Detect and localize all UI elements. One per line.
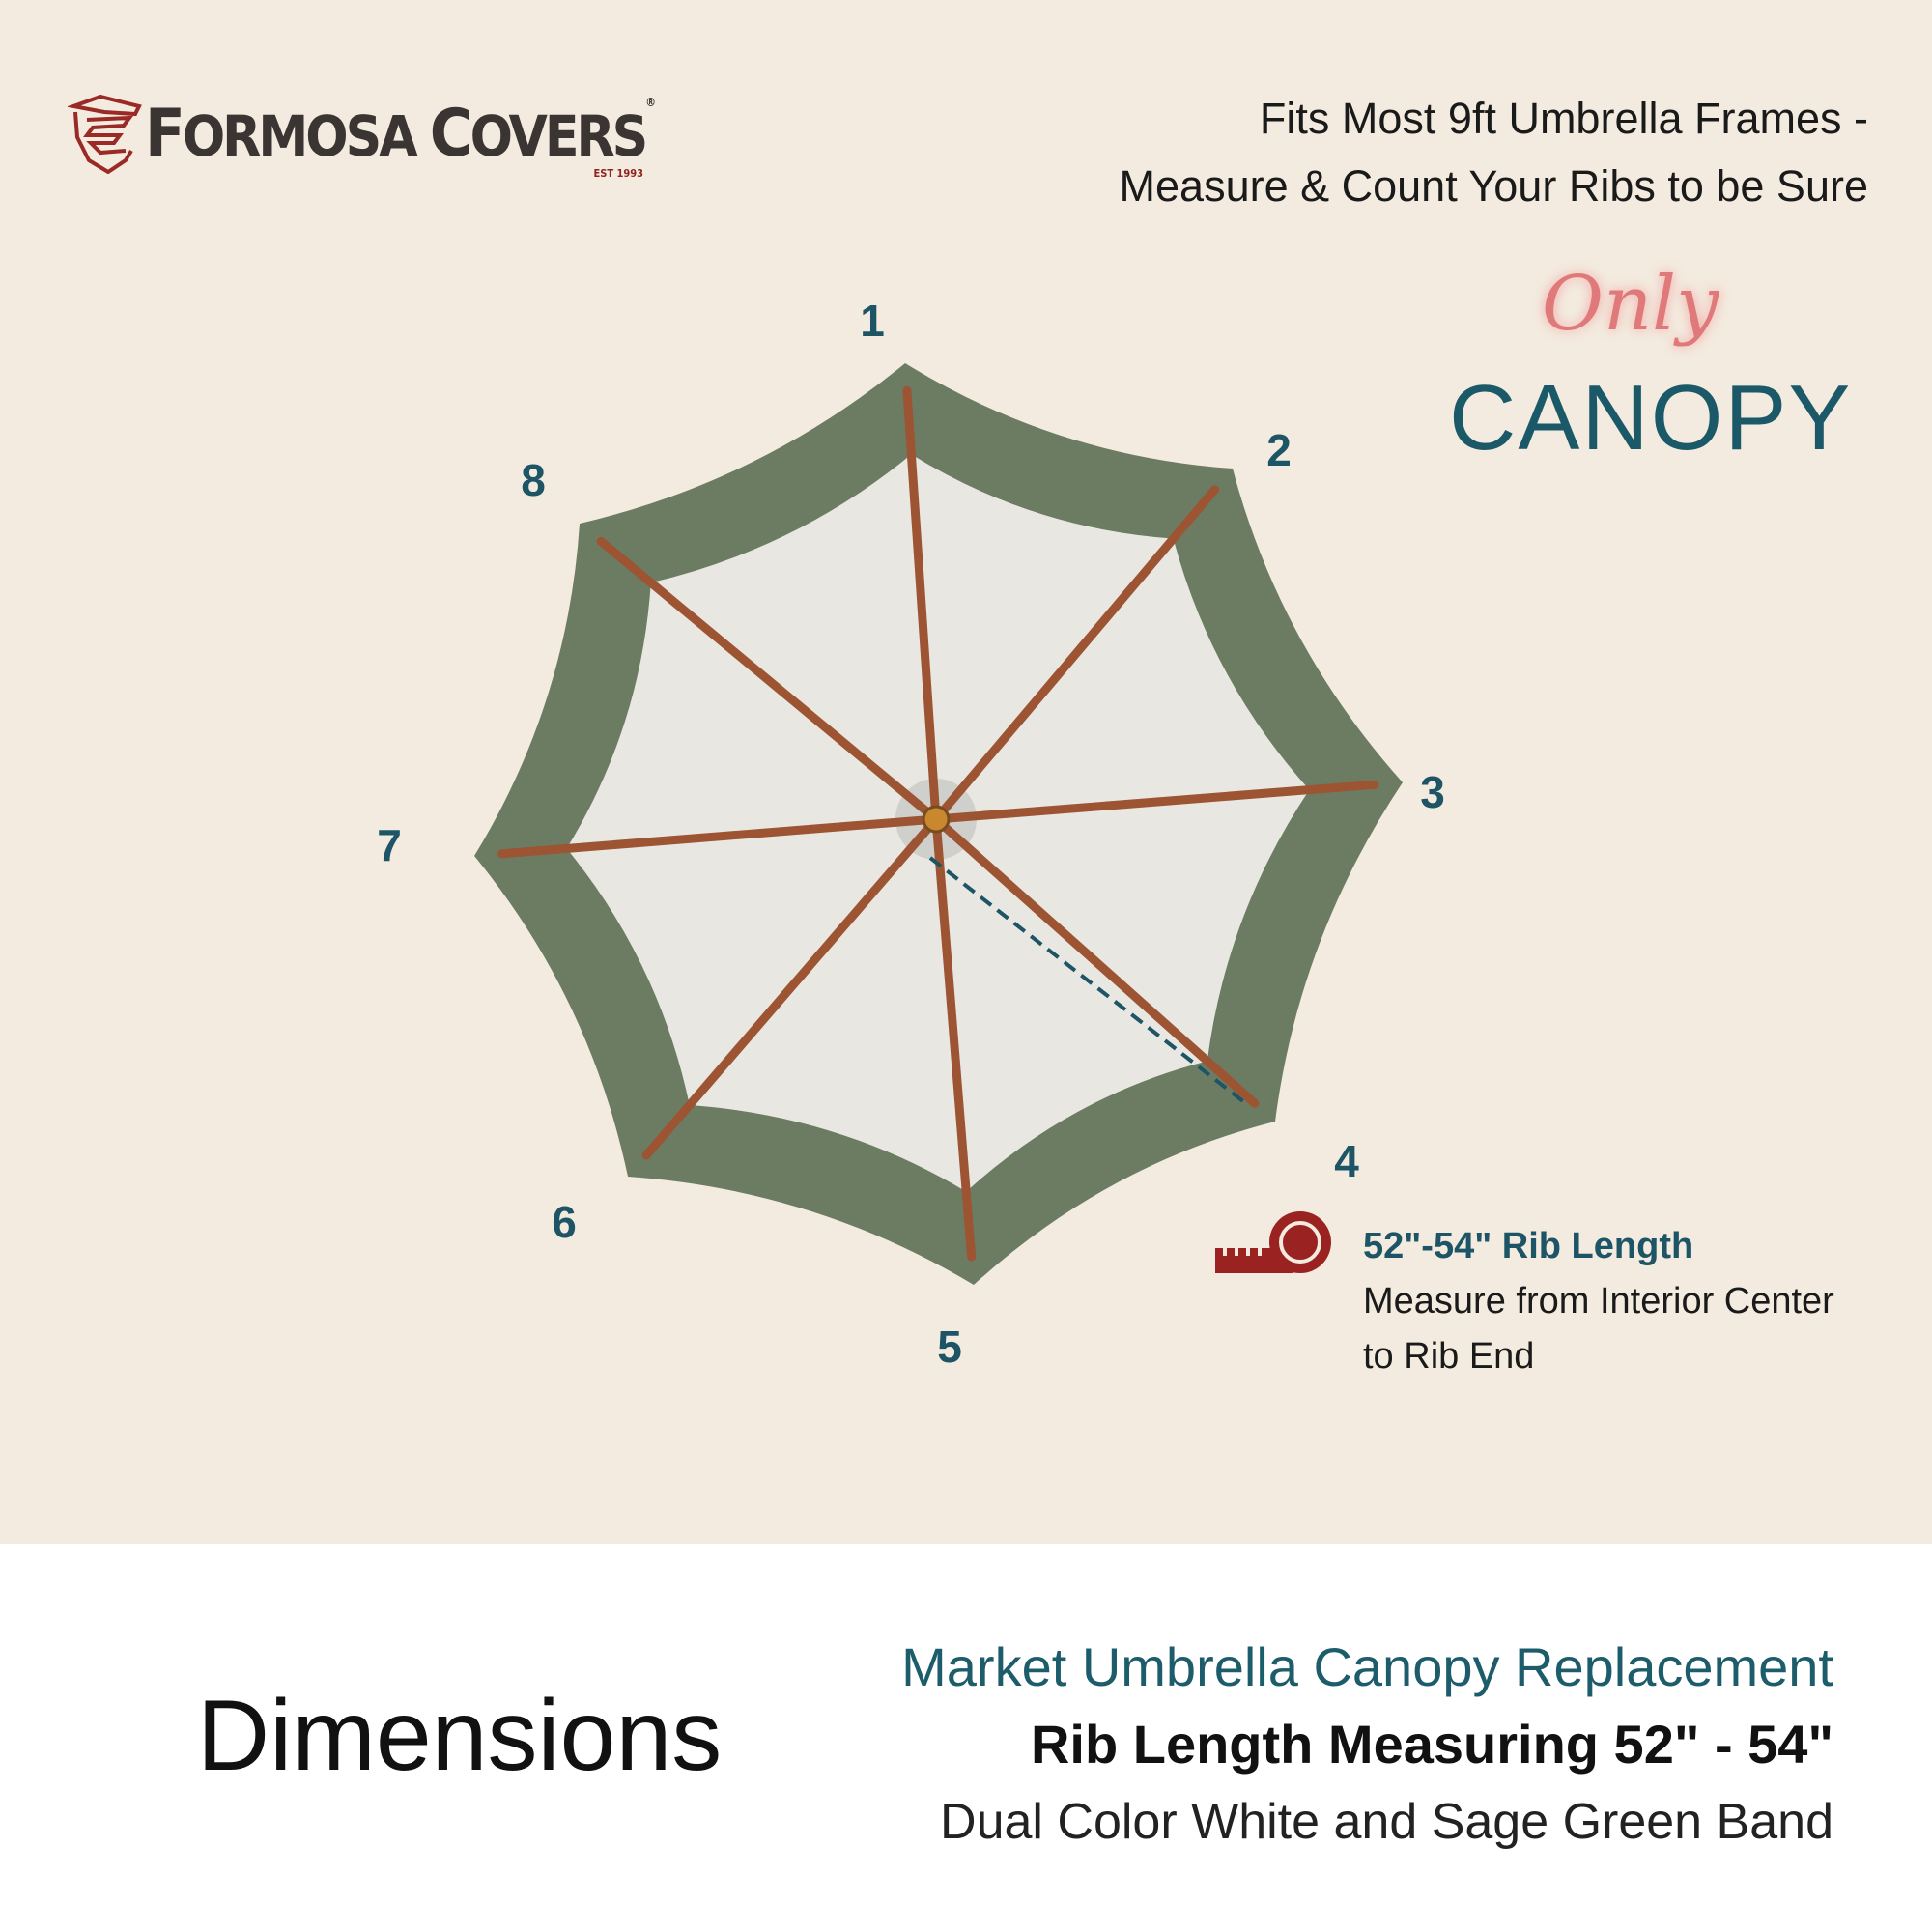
- shield-logo-icon: [68, 94, 142, 174]
- product-name: Market Umbrella Canopy Replacement: [901, 1636, 1833, 1697]
- rib-length-line-2: to Rib End: [1363, 1336, 1535, 1377]
- headline: Fits Most 9ft Umbrella Frames - Measure …: [1120, 85, 1868, 220]
- rib-number-8: 8: [521, 455, 546, 505]
- rib-length-line-1: Measure from Interior Center: [1363, 1281, 1834, 1321]
- headline-line-1: Fits Most 9ft Umbrella Frames -: [1259, 94, 1868, 143]
- dimensions-heading: Dimensions: [197, 1680, 723, 1792]
- rib-length-title: 52"-54" Rib Length: [1363, 1226, 1694, 1266]
- umbrella-rib-7: [497, 814, 941, 859]
- umbrella-rib-3: [931, 780, 1379, 824]
- umbrella-rib-1: [902, 385, 941, 824]
- umbrella-rib-6: [641, 814, 941, 1160]
- rib-number-6: 6: [552, 1197, 577, 1247]
- rib-number-1: 1: [860, 296, 885, 346]
- logo-established: EST 1993: [593, 166, 644, 180]
- rib-number-7: 7: [377, 820, 402, 870]
- product-summary: Market Umbrella Canopy Replacement Rib L…: [901, 1629, 1833, 1861]
- umbrella-rib-2: [931, 485, 1220, 824]
- only-script-text: Only: [1542, 261, 1719, 348]
- measure-dashed-line: [928, 856, 1249, 1107]
- rib-number-2: 2: [1266, 425, 1292, 475]
- headline-line-2: Measure & Count Your Ribs to be Sure: [1119, 161, 1868, 211]
- rib-number-3: 3: [1420, 767, 1445, 817]
- brand-logo: FORMOSA COVERS® EST 1993: [68, 93, 656, 180]
- umbrella-rib-4: [931, 814, 1260, 1108]
- umbrella-rib-5: [931, 814, 977, 1262]
- tape-measure-icon: [1215, 1211, 1331, 1273]
- color-description: Dual Color White and Sage Green Band: [940, 1794, 1833, 1850]
- rib-number-4: 4: [1334, 1136, 1359, 1186]
- canopy-heading: CANOPY: [1449, 366, 1853, 469]
- rib-length-info: 52"-54" Rib Length Measure from Interior…: [1363, 1219, 1834, 1384]
- umbrella-canopy-diagram: [474, 363, 1403, 1285]
- rib-length-spec: Rib Length Measuring 52" - 54": [1030, 1714, 1833, 1775]
- rib-number-5: 5: [937, 1321, 962, 1372]
- logo-wordmark: FORMOSA COVERS® EST 1993: [145, 95, 656, 180]
- umbrella-rib-8: [596, 536, 941, 824]
- center-cap: [922, 805, 951, 834]
